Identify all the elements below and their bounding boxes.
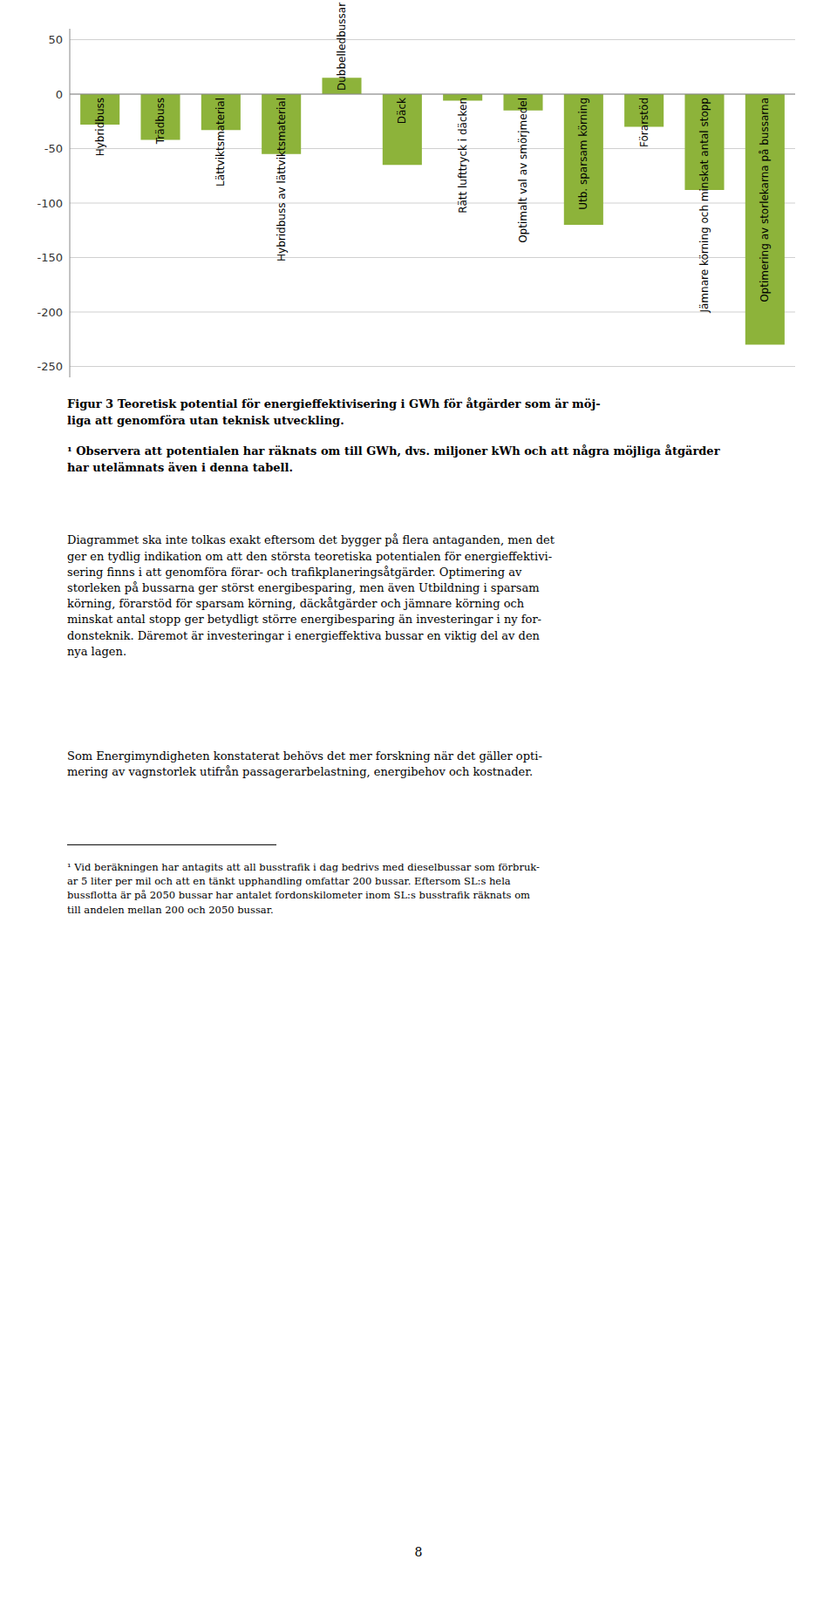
paragraph-line: mering av vagnstorlek utifrån passagerar… (67, 765, 533, 779)
category-label: Däck (395, 97, 409, 124)
category-label: Optimering av storlekarna på bussarna (758, 97, 771, 303)
page: 50 0 -50 -100 -150 -200 -250 Hybridbuss Trädbuss… (0, 0, 837, 1600)
y-tick-label: 0 (55, 88, 63, 102)
paragraph-line: ¹ Observera att potentialen har räknats … (67, 444, 721, 458)
paragraph-line: Figur 3 Teoretisk potential för energief… (67, 397, 601, 411)
y-tick-label: -150 (36, 251, 63, 265)
category-label: Optimalt val av smörjmedel (517, 97, 530, 244)
paragraph-line: donsteknik. Däremot är investeringar i e… (67, 629, 541, 643)
y-tick-label: -50 (44, 142, 63, 156)
background (0, 0, 837, 1600)
category-label: Dubbelledbussar (335, 2, 348, 91)
page-number: 8 (415, 1545, 423, 1560)
y-tick-label: -100 (36, 197, 63, 211)
paragraph-line: sering finns i att genomföra förar- och … (67, 565, 523, 579)
paragraph-line: ger en tydlig indikation om att den stör… (67, 550, 552, 564)
paragraph-line: liga att genomföra utan teknisk utveckli… (67, 414, 345, 428)
grid-line (69, 39, 796, 41)
grid-line (69, 366, 796, 368)
y-tick-label: -200 (36, 306, 63, 320)
bars (80, 77, 785, 345)
paragraph-line: Som Energimyndigheten konstaterat behövs… (67, 749, 543, 763)
paragraph-line: har utelämnats även i denna tabell. (67, 461, 293, 475)
grid-line (69, 203, 796, 205)
paragraph-line: bussflotta är på 2050 bussar har antalet… (67, 889, 531, 902)
category-label: Jämnare körning och minskat antal stopp (698, 97, 711, 314)
paragraph-line: körning, förarstöd för sparsam körning, … (67, 597, 525, 611)
footnote-rule (67, 844, 277, 846)
paragraph-line: minskat antal stopp ger betydligt större… (67, 612, 542, 627)
paragraph-line: ¹ Vid beräkningen har antagits att all b… (67, 861, 540, 874)
paragraph-line: Diagrammet ska inte tolkas exakt efterso… (67, 533, 556, 547)
bar (745, 94, 785, 346)
paragraph-line: till andelen mellan 200 och 2050 bussar. (67, 904, 274, 917)
category-label: Hybridbuss (94, 97, 107, 157)
category-label: Förarstöd (638, 97, 651, 148)
y-tick-label: -250 (36, 360, 63, 374)
grid-line (69, 94, 796, 96)
category-label: Trädbuss (154, 97, 167, 145)
category-label: Hybridbuss av lättviktsmaterial (275, 97, 288, 262)
category-label: Utb. sparsam körning (577, 97, 590, 211)
chart: 50 0 -50 -100 -150 -200 -250 Hybridbuss Trädbuss… (36, 2, 796, 378)
bar (564, 94, 604, 225)
grid-line (69, 312, 796, 314)
grid (69, 40, 796, 368)
bar (382, 94, 422, 165)
paragraph-line: ar 5 liter per mil och att en tänkt upph… (67, 875, 511, 888)
category-label: Lättviktsmaterial (214, 97, 227, 187)
y-axis-line (69, 28, 71, 378)
grid-line (69, 257, 796, 259)
category-label: Rätt lufttryck i däcken (456, 97, 470, 214)
zero-line (69, 94, 796, 96)
paragraph-line: nya lagen. (67, 645, 127, 659)
paragraph-line: storleken på bussarna ger störst energib… (67, 581, 540, 595)
y-tick-label: 50 (47, 33, 63, 47)
